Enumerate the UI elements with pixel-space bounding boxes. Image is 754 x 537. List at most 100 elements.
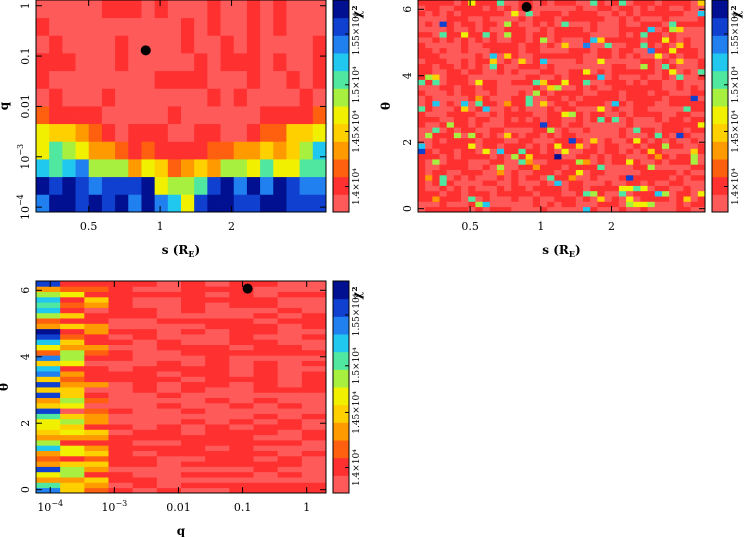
heatmap-cell	[654, 127, 663, 133]
heatmap-cell	[604, 180, 613, 186]
heatmap-cell	[568, 37, 577, 43]
heatmap-cell	[156, 371, 182, 377]
heatmap-cell	[676, 0, 684, 6]
heatmap-cell	[561, 15, 570, 22]
heatmap-cell	[640, 153, 648, 160]
heatmap-cell	[511, 164, 519, 170]
heatmap-cell	[575, 15, 584, 22]
colorbar-segment	[712, 176, 728, 181]
heatmap-cell	[532, 196, 541, 202]
heatmap-cell	[583, 31, 591, 38]
heatmap-cell	[496, 106, 505, 112]
heatmap-cell	[253, 286, 279, 292]
heatmap-cell	[205, 477, 230, 483]
heatmap-cell	[439, 174, 448, 181]
heatmap-cell	[568, 31, 577, 38]
heatmap-cell	[205, 450, 230, 457]
heatmap-cell	[312, 194, 327, 213]
heatmap-cell	[654, 42, 663, 49]
heatmap-cell	[273, 88, 287, 107]
heatmap-cell	[640, 21, 648, 27]
heatmap-cell	[181, 35, 195, 54]
heatmap-cell	[496, 63, 505, 70]
heatmap-cell	[205, 466, 230, 473]
heatmap-cell	[60, 455, 85, 462]
heatmap-cell	[181, 334, 206, 340]
heatmap-cell	[626, 159, 634, 165]
heatmap-cell	[108, 281, 134, 287]
heatmap-cell	[156, 424, 182, 430]
heatmap-cell	[568, 100, 577, 107]
heatmap-cell	[132, 418, 158, 425]
x-tick-label: 0.01	[166, 501, 191, 514]
heatmap-cell	[590, 111, 598, 117]
heatmap-cell	[575, 47, 584, 54]
heatmap-cell	[446, 174, 455, 181]
heatmap-cell	[253, 355, 279, 361]
heatmap-cell	[446, 31, 455, 38]
heatmap-cell	[461, 159, 469, 165]
heatmap-cell	[439, 185, 448, 192]
heatmap-cell	[626, 196, 634, 202]
heatmap-cell	[669, 137, 677, 144]
heatmap-cell	[156, 434, 182, 441]
heatmap-cell	[626, 201, 634, 208]
heatmap-cell	[575, 90, 584, 96]
heatmap-cell	[115, 35, 129, 54]
heatmap-cell	[511, 132, 519, 139]
heatmap-cell	[597, 121, 605, 128]
heatmap-cell	[489, 137, 498, 144]
heatmap-cell	[661, 206, 670, 213]
heatmap-cell	[647, 42, 656, 49]
heatmap-cell	[525, 84, 534, 91]
heatmap-cell	[482, 132, 491, 139]
heatmap-cell	[611, 164, 620, 170]
heatmap-cell	[301, 334, 327, 340]
heatmap-cell	[439, 164, 448, 170]
heatmap-cell	[618, 100, 627, 107]
heatmap-cell	[229, 312, 254, 319]
heatmap-cell	[583, 174, 591, 181]
colorbar-segment	[333, 401, 349, 406]
heatmap-cell	[504, 201, 512, 208]
heatmap-cell	[418, 185, 426, 192]
heatmap-cell	[511, 159, 519, 165]
heatmap-cell	[647, 106, 656, 112]
colorbar-segment	[333, 148, 349, 153]
heatmap-cell	[453, 185, 462, 192]
heatmap-cell	[626, 79, 634, 86]
heatmap-cell	[489, 0, 498, 6]
heatmap-cell	[36, 159, 50, 178]
heatmap-cell	[661, 153, 670, 160]
heatmap-cell	[561, 132, 570, 139]
heatmap-cell	[475, 10, 483, 17]
heatmap-cell	[154, 141, 169, 160]
heatmap-cell	[439, 53, 448, 59]
heatmap-cell	[654, 185, 663, 192]
colorbar-tick-label: 1.4×10⁴	[352, 168, 362, 205]
heatmap-cell	[108, 307, 134, 314]
heatmap-cell	[286, 141, 301, 160]
heatmap-cell	[518, 201, 527, 208]
heatmap-cell	[640, 84, 648, 91]
colorbar-segment	[333, 415, 349, 420]
heatmap-cell	[489, 111, 498, 117]
heatmap-cell	[561, 148, 570, 155]
heatmap-cell	[446, 63, 455, 70]
colorbar-segment	[333, 194, 349, 199]
colorbar-segment	[333, 95, 349, 100]
heatmap-cell	[504, 95, 512, 102]
heatmap-cell	[475, 137, 483, 144]
heatmap-cell	[461, 42, 469, 49]
heatmap-cell	[539, 180, 548, 186]
heatmap-cell	[132, 339, 158, 345]
heatmap-cell	[669, 74, 677, 80]
colorbar-segment	[333, 84, 349, 89]
heatmap-cell	[277, 402, 303, 409]
heatmap-cell	[468, 116, 476, 123]
heatmap-cell	[299, 141, 314, 160]
heatmap-cell	[181, 482, 206, 489]
heatmap-cell	[132, 487, 158, 494]
colorbar-segment	[333, 312, 349, 317]
